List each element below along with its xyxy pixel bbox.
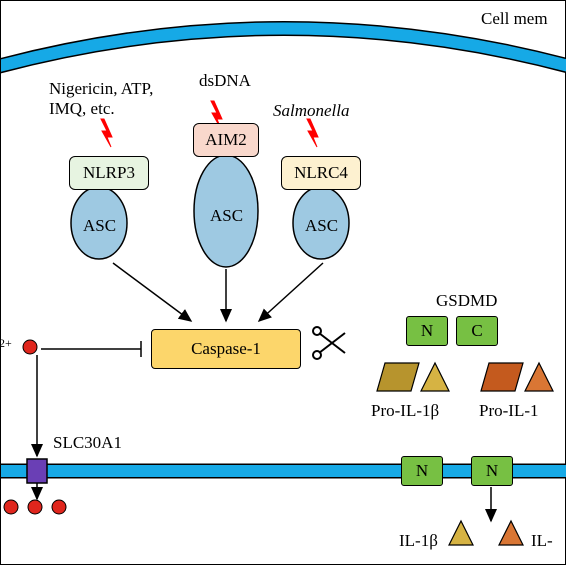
inhibit-line <box>41 341 141 357</box>
slc30a1-group <box>27 355 47 499</box>
scissors-icon <box>313 327 345 359</box>
pro-il1x-label: Pro-IL-1 <box>479 401 538 421</box>
gsdmd-c-box: C <box>456 316 498 346</box>
pro-il1b-label: Pro-IL-1β <box>371 401 439 421</box>
cell-membrane-label: Cell mem <box>481 9 548 29</box>
gsdmd-n2-box: N <box>401 456 443 486</box>
arrows-to-caspase <box>113 263 323 321</box>
asc-label-2: ASC <box>305 216 338 236</box>
zn-superscript: 2+ <box>0 336 12 350</box>
zn-label: 2+ <box>0 336 12 359</box>
il1b-out-label: IL-1β <box>399 531 438 551</box>
zn-ions <box>4 340 66 514</box>
stimulus-dsdna-label: dsDNA <box>199 71 251 91</box>
diagram-canvas: Cell mem Nigericin, ATP, IMQ, etc. dsDNA… <box>0 0 566 565</box>
pro-il-shapes <box>377 363 553 391</box>
nlrp3-text: NLRP3 <box>83 163 135 183</box>
gsdmd-n-box: N <box>406 316 448 346</box>
aim2-box: AIM2 <box>193 123 259 157</box>
gsdmd-n3-box: N <box>471 456 513 486</box>
gsdmd-n2-text: N <box>416 461 428 481</box>
caspase1-text: Caspase-1 <box>191 339 261 359</box>
ilx-out-label: IL- <box>531 531 553 551</box>
aim2-text: AIM2 <box>205 130 247 150</box>
nlrc4-box: NLRC4 <box>281 156 361 190</box>
asc-label-0: ASC <box>83 216 116 236</box>
asc-label-1: ASC <box>210 206 243 226</box>
gsdmd-label: GSDMD <box>436 291 497 311</box>
gsdmd-n3-text: N <box>486 461 498 481</box>
il-out-shapes <box>449 521 523 545</box>
stimulus-nigericin-label: Nigericin, ATP, IMQ, etc. <box>49 79 153 120</box>
slc30a1-label: SLC30A1 <box>53 433 122 453</box>
gsdmd-c-text: C <box>471 321 482 341</box>
gsdmd-n-text: N <box>421 321 433 341</box>
nlrc4-text: NLRC4 <box>294 163 348 183</box>
stimulus-salmonella-label: Salmonella <box>273 101 350 121</box>
nlrp3-box: NLRP3 <box>69 156 149 190</box>
caspase1-box: Caspase-1 <box>151 329 301 369</box>
